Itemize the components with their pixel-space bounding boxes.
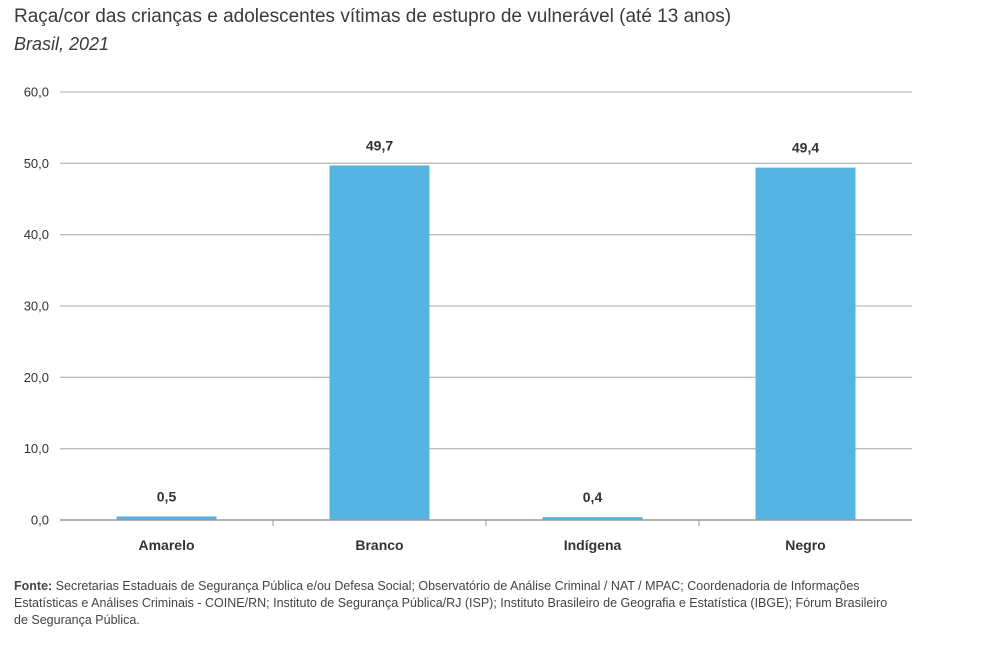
- source-label: Fonte:: [14, 579, 53, 593]
- x-tick-label-3: Negro: [785, 537, 825, 553]
- bar-chart: 0,0 10,0 20,0 30,0 40,0 50,0 60,0 0,5 Amarelo 49,…: [24, 85, 912, 553]
- data-label-3: 49,4: [792, 140, 819, 156]
- data-label-2: 0,4: [583, 489, 603, 505]
- bar-0: [116, 516, 217, 520]
- y-tick-label-5: 50,0: [24, 156, 49, 171]
- source-note: Fonte: Secretarias Estaduais de Seguranç…: [14, 578, 894, 629]
- data-label-0: 0,5: [157, 488, 177, 504]
- bar-2: [542, 517, 643, 520]
- chart-subtitle: Brasil, 2021: [14, 34, 110, 54]
- y-tick-label-1: 10,0: [24, 441, 49, 456]
- source-text: Secretarias Estaduais de Segurança Públi…: [14, 579, 888, 627]
- x-tick-label-1: Branco: [355, 537, 403, 553]
- y-tick-label-2: 20,0: [24, 370, 49, 385]
- y-tick-label-4: 40,0: [24, 227, 49, 242]
- y-tick-label-6: 60,0: [24, 85, 49, 100]
- data-label-1: 49,7: [366, 137, 393, 153]
- bar-3: [755, 167, 856, 520]
- chart-title: Raça/cor das crianças e adolescentes vít…: [14, 6, 732, 27]
- y-tick-label-0: 0,0: [31, 513, 49, 528]
- x-tick-label-0: Amarelo: [138, 537, 194, 553]
- x-tick-label-2: Indígena: [564, 537, 622, 553]
- y-tick-label-3: 30,0: [24, 299, 49, 314]
- bar-1: [329, 165, 430, 520]
